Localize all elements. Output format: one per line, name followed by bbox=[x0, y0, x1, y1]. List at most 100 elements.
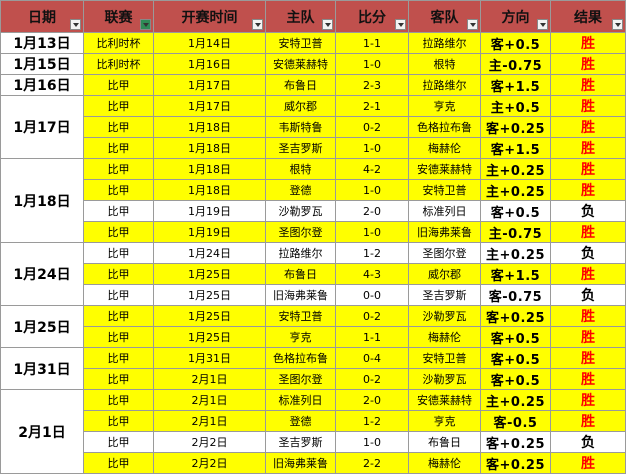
start-time-cell: 2月1日 bbox=[153, 410, 266, 432]
league-cell: 比甲 bbox=[83, 137, 154, 159]
score-cell: 1-0 bbox=[335, 221, 409, 243]
date-cell: 1月13日 bbox=[0, 32, 84, 54]
filter-button[interactable] bbox=[70, 19, 81, 30]
home-team-cell: 标准列日 bbox=[265, 389, 336, 411]
header-cell: 结果 bbox=[550, 0, 626, 33]
league-cell: 比甲 bbox=[83, 389, 154, 411]
home-team-cell: 韦斯特鲁 bbox=[265, 116, 336, 138]
date-cell: 2月1日 bbox=[0, 389, 84, 474]
date-cell: 1月25日 bbox=[0, 305, 84, 348]
away-team-cell: 拉路维尔 bbox=[408, 74, 481, 96]
away-team-cell: 亨克 bbox=[408, 410, 481, 432]
result-cell: 胜 bbox=[550, 326, 626, 348]
score-cell: 0-4 bbox=[335, 347, 409, 369]
start-time-cell: 1月18日 bbox=[153, 137, 266, 159]
direction-cell: 客+1.5 bbox=[480, 263, 551, 285]
data-row: 1月17日 比甲 1月17日 威尔郡 2-1 亨克 主+0.5 胜 bbox=[0, 95, 626, 159]
start-time-cell: 1月18日 bbox=[153, 116, 266, 138]
filter-button[interactable] bbox=[140, 19, 151, 30]
away-team-cell: 亨克 bbox=[408, 95, 481, 117]
score-cell: 2-0 bbox=[335, 200, 409, 222]
filter-button[interactable] bbox=[252, 19, 263, 30]
filter-button[interactable] bbox=[612, 19, 623, 30]
date-cell: 1月31日 bbox=[0, 347, 84, 390]
score-cell: 2-2 bbox=[335, 452, 409, 474]
data-row: 1月25日 比甲 1月25日 安特卫普 0-2 沙勒罗瓦 客+0.25 胜 bbox=[0, 305, 626, 348]
home-team-cell: 布鲁日 bbox=[265, 263, 336, 285]
data-row: 比甲 1月25日 亨克 1-1 梅赫伦 客+0.5 胜 bbox=[1, 326, 626, 348]
data-row: 比甲 2月1日 登德 1-2 亨克 客-0.5 胜 bbox=[1, 410, 626, 432]
filter-button[interactable] bbox=[322, 19, 333, 30]
start-time-cell: 1月19日 bbox=[153, 221, 266, 243]
direction-cell: 客-0.75 bbox=[480, 284, 551, 306]
data-row: 1月31日 比甲 1月31日 色格拉布鲁 0-4 安特卫普 客+0.5 胜 bbox=[0, 347, 626, 390]
direction-cell: 客+0.5 bbox=[480, 32, 551, 54]
direction-cell: 客+0.25 bbox=[480, 431, 551, 453]
start-time-cell: 1月19日 bbox=[153, 200, 266, 222]
score-cell: 2-3 bbox=[335, 74, 409, 96]
away-team-cell: 根特 bbox=[408, 53, 481, 75]
home-team-cell: 安特卫普 bbox=[265, 32, 336, 54]
result-cell: 负 bbox=[550, 200, 626, 222]
away-team-cell: 梅赫伦 bbox=[408, 326, 481, 348]
away-team-cell: 安特卫普 bbox=[408, 347, 481, 369]
away-team-cell: 梅赫伦 bbox=[408, 137, 481, 159]
data-row: 比甲 1月25日 旧海弗莱鲁 0-0 圣吉罗斯 客-0.75 负 bbox=[1, 284, 626, 306]
away-team-cell: 布鲁日 bbox=[408, 431, 481, 453]
result-cell: 胜 bbox=[550, 32, 626, 54]
home-team-cell: 登德 bbox=[265, 179, 336, 201]
date-cell: 1月15日 bbox=[0, 53, 84, 75]
league-cell: 比甲 bbox=[83, 95, 154, 117]
result-cell: 胜 bbox=[550, 389, 626, 411]
score-cell: 0-2 bbox=[335, 305, 409, 327]
score-cell: 1-2 bbox=[335, 410, 409, 432]
score-cell: 2-0 bbox=[335, 389, 409, 411]
start-time-cell: 1月17日 bbox=[153, 95, 266, 117]
data-row: 1月15日 比利时杯 1月16日 安德莱赫特 1-0 根特 主-0.75 胜 bbox=[0, 53, 626, 75]
home-team-cell: 亨克 bbox=[265, 326, 336, 348]
data-row: 1月13日 比利时杯 1月14日 安特卫普 1-1 拉路维尔 客+0.5 胜 bbox=[0, 32, 626, 54]
header-cell: 比分 bbox=[335, 0, 409, 33]
league-cell: 比甲 bbox=[83, 284, 154, 306]
start-time-cell: 1月25日 bbox=[153, 284, 266, 306]
data-row: 比甲 1月19日 沙勒罗瓦 2-0 标准列日 客+0.5 负 bbox=[1, 200, 626, 222]
direction-cell: 客-0.5 bbox=[480, 410, 551, 432]
data-row: 2月1日 比甲 2月1日 标准列日 2-0 安德莱赫特 主+0.25 胜 bbox=[0, 389, 626, 474]
table-body: 1月13日 比利时杯 1月14日 安特卫普 1-1 拉路维尔 客+0.5 胜 1月15日 比利时杯… bbox=[0, 32, 626, 474]
data-row: 比甲 1月18日 登德 1-0 安特卫普 主+0.25 胜 bbox=[1, 179, 626, 201]
date-cell: 1月24日 bbox=[0, 242, 84, 306]
start-time-cell: 1月17日 bbox=[153, 74, 266, 96]
score-cell: 4-3 bbox=[335, 263, 409, 285]
start-time-cell: 1月14日 bbox=[153, 32, 266, 54]
result-cell: 胜 bbox=[550, 116, 626, 138]
league-cell: 比利时杯 bbox=[83, 32, 154, 54]
score-cell: 1-1 bbox=[335, 32, 409, 54]
score-cell: 1-0 bbox=[335, 179, 409, 201]
away-team-cell: 威尔郡 bbox=[408, 263, 481, 285]
result-cell: 胜 bbox=[550, 410, 626, 432]
direction-cell: 客+0.25 bbox=[480, 452, 551, 474]
date-cell: 1月17日 bbox=[0, 95, 84, 159]
league-cell: 比甲 bbox=[83, 158, 154, 180]
result-cell: 负 bbox=[550, 431, 626, 453]
filter-button[interactable] bbox=[537, 19, 548, 30]
away-team-cell: 梅赫伦 bbox=[408, 452, 481, 474]
data-row: 比甲 2月2日 圣吉罗斯 1-0 布鲁日 客+0.25 负 bbox=[1, 431, 626, 453]
filter-button[interactable] bbox=[395, 19, 406, 30]
filter-button[interactable] bbox=[467, 19, 478, 30]
home-team-cell: 威尔郡 bbox=[265, 95, 336, 117]
result-cell: 胜 bbox=[550, 137, 626, 159]
data-row: 1月16日 比甲 1月17日 布鲁日 2-3 拉路维尔 客+1.5 胜 bbox=[0, 74, 626, 96]
header-cell: 联赛 bbox=[83, 0, 154, 33]
start-time-cell: 1月25日 bbox=[153, 326, 266, 348]
home-team-cell: 安特卫普 bbox=[265, 305, 336, 327]
start-time-cell: 1月18日 bbox=[153, 179, 266, 201]
direction-cell: 客+1.5 bbox=[480, 137, 551, 159]
start-time-cell: 2月1日 bbox=[153, 368, 266, 390]
result-cell: 胜 bbox=[550, 368, 626, 390]
league-cell: 比甲 bbox=[83, 431, 154, 453]
data-row: 比甲 1月19日 圣图尔登 1-0 旧海弗莱鲁 主-0.75 胜 bbox=[1, 221, 626, 243]
direction-cell: 主+0.25 bbox=[480, 179, 551, 201]
direction-cell: 客+0.5 bbox=[480, 326, 551, 348]
direction-cell: 客+0.5 bbox=[480, 200, 551, 222]
